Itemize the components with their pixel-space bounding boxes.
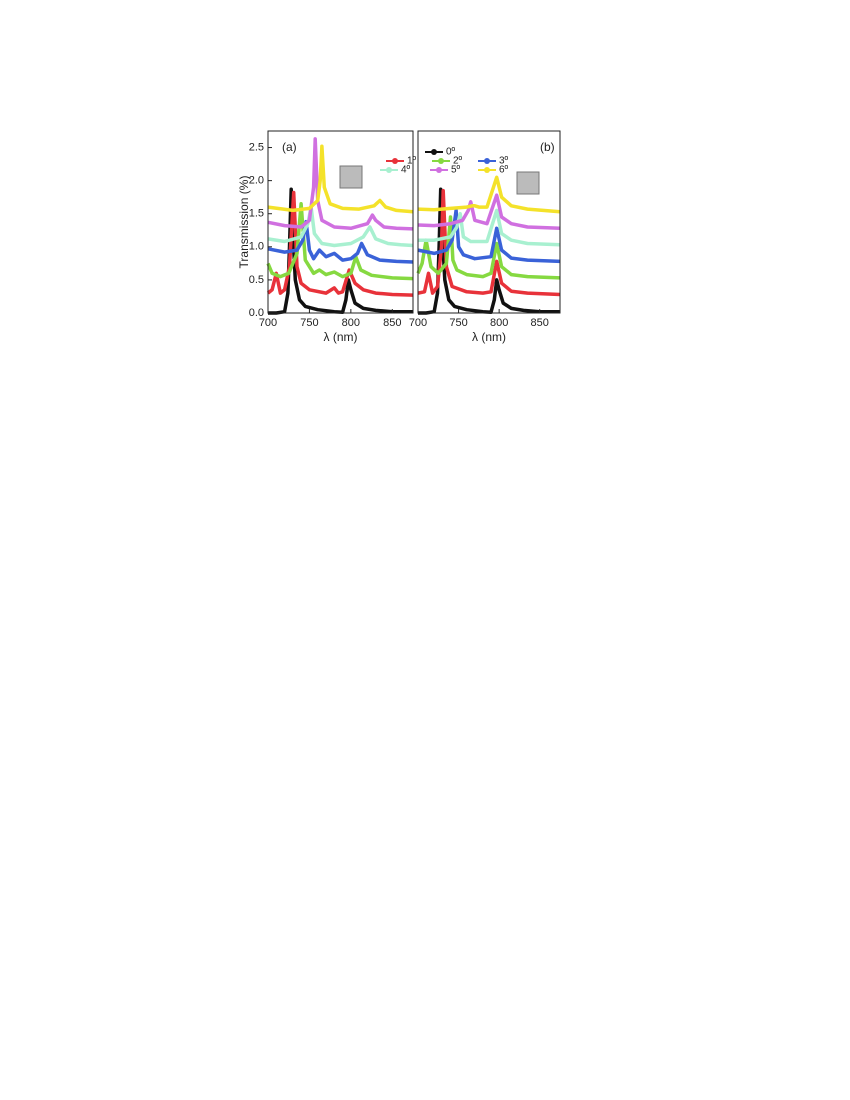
y-tick-label: 1.0 <box>249 241 264 253</box>
x-tick-label: 750 <box>300 317 318 329</box>
legend-label: 2º <box>453 156 463 167</box>
plot-frame <box>417 130 561 314</box>
legend-label: 1º <box>407 156 417 167</box>
legend-marker <box>386 167 392 173</box>
inset-icon <box>339 165 363 189</box>
x-tick-label: 750 <box>449 317 467 329</box>
plot-frame <box>267 130 414 314</box>
y-tick-label: 2.0 <box>249 175 264 187</box>
y-tick-label: 0.5 <box>249 274 264 286</box>
series-line <box>266 190 414 297</box>
series-line <box>266 202 414 281</box>
y-tick-label: 0.0 <box>249 307 264 319</box>
x-tick-label: 700 <box>409 317 427 329</box>
series-line <box>416 215 561 280</box>
x-tick-label: 850 <box>531 317 549 329</box>
y-tick-label: 1.5 <box>249 208 264 220</box>
legend-label: 3º <box>499 156 509 167</box>
x-tick-label: 850 <box>383 317 401 329</box>
x-axis-label: λ (nm) <box>472 330 506 344</box>
series-line <box>267 144 414 214</box>
legend-label: 5º <box>451 165 461 176</box>
panel-label: (b) <box>540 140 555 154</box>
legend-marker <box>436 167 442 173</box>
legend-marker <box>484 158 490 164</box>
y-tick-label: 2.5 <box>249 141 264 153</box>
series-line <box>417 208 561 264</box>
x-tick-label: 800 <box>342 317 360 329</box>
legend-marker <box>392 158 398 164</box>
x-tick-label: 700 <box>259 317 277 329</box>
legend-label: 4º <box>401 165 411 176</box>
series-line <box>417 188 561 297</box>
panel-label: (a) <box>282 140 297 154</box>
x-tick-label: 800 <box>490 317 508 329</box>
series-line <box>417 193 561 231</box>
legend-marker <box>484 167 490 173</box>
series-line <box>417 175 561 214</box>
series-line <box>418 208 561 247</box>
series-line <box>267 137 414 231</box>
legend-marker <box>438 158 444 164</box>
legend-label: 6º <box>499 165 509 176</box>
series-line <box>267 219 414 264</box>
x-axis-label: λ (nm) <box>324 330 358 344</box>
inset-icon <box>516 171 540 195</box>
series-line <box>267 205 414 248</box>
legend-marker <box>431 149 437 155</box>
legend-label: 0º <box>446 147 456 158</box>
y-axis-label: Transmission (%) <box>237 176 251 269</box>
